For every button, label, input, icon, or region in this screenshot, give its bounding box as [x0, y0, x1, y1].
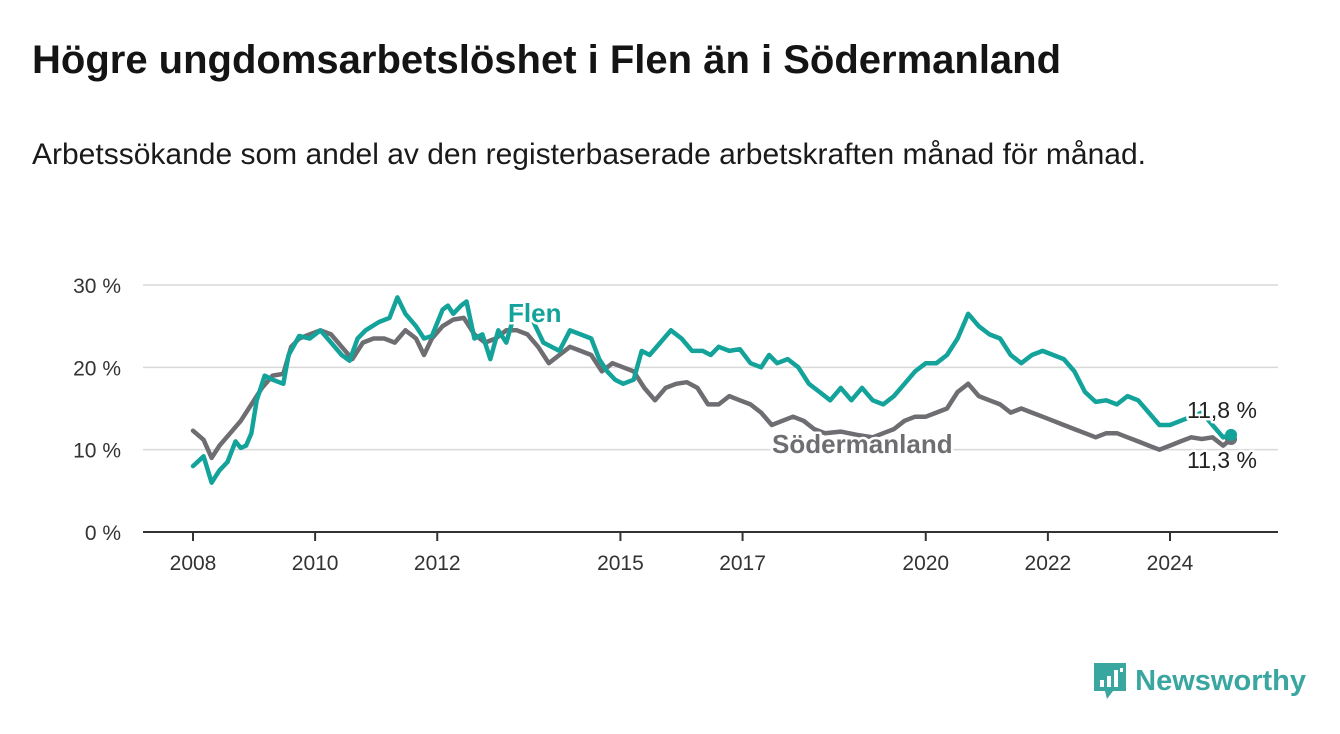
- x-tick-label: 2008: [170, 552, 217, 575]
- y-tick-label: 30 %: [73, 275, 121, 298]
- line-chart: 0 % 10 % 20 % 30 % 2008 2010 2012 2015 2017 2020…: [73, 275, 1278, 575]
- end-value-label-flen: 11,8 %: [1187, 397, 1257, 423]
- series-labels: Flen Södermanland 11,8 % 11,3 %: [506, 296, 1260, 476]
- series-label-flen: Flen: [508, 298, 561, 328]
- y-tick-label: 20 %: [73, 357, 121, 380]
- y-tick-labels: 0 % 10 % 20 % 30 %: [73, 275, 121, 545]
- x-tick-label: 2012: [414, 552, 461, 575]
- x-tick-label: 2022: [1025, 552, 1072, 575]
- x-tick-label: 2015: [597, 552, 644, 575]
- x-tick-labels: 2008 2010 2012 2015 2017 2020 2022 2024: [170, 532, 1194, 575]
- series-label-sodermanland: Södermanland: [772, 429, 953, 459]
- y-tick-label: 10 %: [73, 440, 121, 463]
- bar-chart-logo-icon: [1094, 663, 1127, 699]
- x-tick-label: 2017: [719, 552, 766, 575]
- series-end-point: [1225, 428, 1238, 441]
- newsworthy-brand: Newsworthy: [1091, 660, 1306, 702]
- x-tick-label: 2024: [1147, 552, 1194, 575]
- x-tick-label: 2020: [902, 552, 949, 575]
- series-line-flen: [190, 295, 1234, 485]
- x-tick-label: 2010: [292, 552, 339, 575]
- grid-layer: [143, 284, 1278, 533]
- brand-name: Newsworthy: [1135, 664, 1306, 697]
- chart-subtitle: Arbetssökande som andel av den registerb…: [32, 138, 1146, 171]
- y-tick-label: 0 %: [85, 522, 121, 545]
- chart-title: Högre ungdomsarbetslöshet i Flen än i Sö…: [32, 38, 1062, 82]
- series-layer: [190, 295, 1238, 485]
- series-line-sodermanland: [190, 315, 1234, 461]
- end-value-label-sodermanland: 11,3 %: [1187, 447, 1257, 473]
